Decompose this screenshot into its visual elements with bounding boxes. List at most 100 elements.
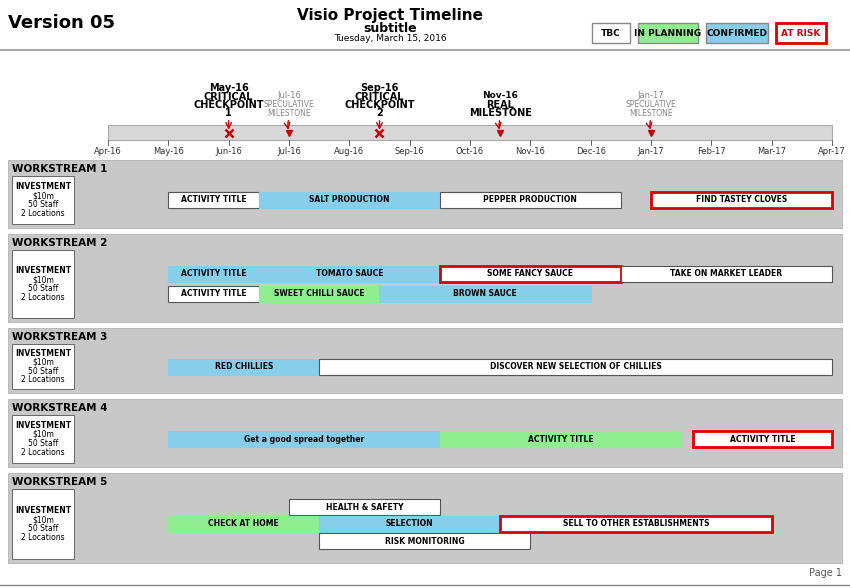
Text: INVESTMENT: INVESTMENT <box>15 266 71 275</box>
Bar <box>592 23 630 43</box>
Text: $10m: $10m <box>32 515 54 524</box>
Text: 2 Locations: 2 Locations <box>21 533 65 542</box>
Text: CRITICAL: CRITICAL <box>354 92 405 102</box>
Text: 50 Staff: 50 Staff <box>28 439 58 448</box>
Text: Tuesday, March 15, 2016: Tuesday, March 15, 2016 <box>334 34 446 43</box>
Text: SWEET CHILLI SAUCE: SWEET CHILLI SAUCE <box>274 289 365 299</box>
Text: ACTIVITY TITLE: ACTIVITY TITLE <box>730 435 796 443</box>
Text: Nov-16: Nov-16 <box>515 147 545 156</box>
Bar <box>168 516 319 532</box>
Text: INVESTMENT: INVESTMENT <box>15 182 71 191</box>
Text: ACTIVITY TITLE: ACTIVITY TITLE <box>528 435 593 443</box>
Text: CRITICAL: CRITICAL <box>204 92 253 102</box>
Bar <box>379 286 591 302</box>
Bar <box>319 533 530 549</box>
Bar <box>108 125 832 140</box>
Text: May-16: May-16 <box>209 83 248 93</box>
Text: AT RISK: AT RISK <box>781 28 821 38</box>
Text: SPECULATIVE: SPECULATIVE <box>264 100 314 109</box>
Text: ACTIVITY TITLE: ACTIVITY TITLE <box>181 269 246 279</box>
Bar <box>12 489 74 559</box>
Text: 2 Locations: 2 Locations <box>21 293 65 302</box>
Bar <box>12 250 74 318</box>
Text: May-16: May-16 <box>153 147 184 156</box>
Bar <box>168 359 319 375</box>
Bar <box>8 473 842 563</box>
Text: SELECTION: SELECTION <box>386 520 434 529</box>
Text: MILESTONE: MILESTONE <box>629 109 673 118</box>
Text: Sep-16: Sep-16 <box>395 147 424 156</box>
Text: Dec-16: Dec-16 <box>575 147 606 156</box>
Bar <box>439 192 620 208</box>
Text: ACTIVITY TITLE: ACTIVITY TITLE <box>181 195 246 205</box>
Text: Feb-17: Feb-17 <box>697 147 726 156</box>
Bar <box>8 399 842 467</box>
Text: subtitle: subtitle <box>363 22 416 35</box>
Text: $10m: $10m <box>32 430 54 439</box>
Bar <box>259 192 439 208</box>
Text: Jan-17: Jan-17 <box>638 147 665 156</box>
Text: WORKSTREAM 3: WORKSTREAM 3 <box>12 332 107 342</box>
Bar <box>12 415 74 463</box>
Text: TBC: TBC <box>601 28 620 38</box>
Bar <box>439 431 681 447</box>
Text: 2 Locations: 2 Locations <box>21 448 65 457</box>
Text: SELL TO OTHER ESTABLISHMENTS: SELL TO OTHER ESTABLISHMENTS <box>563 520 709 529</box>
Text: Visio Project Timeline: Visio Project Timeline <box>297 8 483 23</box>
Text: FIND TASTEY CLOVES: FIND TASTEY CLOVES <box>696 195 787 205</box>
Text: $10m: $10m <box>32 275 54 284</box>
Text: 50 Staff: 50 Staff <box>28 200 58 209</box>
Bar <box>289 499 439 515</box>
Text: WORKSTREAM 1: WORKSTREAM 1 <box>12 164 107 174</box>
Text: HEALTH & SAFETY: HEALTH & SAFETY <box>326 503 403 512</box>
Text: 1: 1 <box>225 109 232 119</box>
Text: 2 Locations: 2 Locations <box>21 209 65 218</box>
Text: SOME FANCY SAUCE: SOME FANCY SAUCE <box>487 269 574 279</box>
Bar <box>168 192 259 208</box>
Bar <box>168 431 439 447</box>
Bar <box>8 328 842 393</box>
Text: Apr-16: Apr-16 <box>94 147 122 156</box>
Text: REAL: REAL <box>486 100 514 110</box>
Text: Jul-16: Jul-16 <box>277 92 301 101</box>
Text: SALT PRODUCTION: SALT PRODUCTION <box>309 195 389 205</box>
Text: PEPPER PRODUCTION: PEPPER PRODUCTION <box>484 195 577 205</box>
Text: $10m: $10m <box>32 191 54 200</box>
Text: Sep-16: Sep-16 <box>360 83 399 93</box>
Text: 50 Staff: 50 Staff <box>28 524 58 533</box>
Text: WORKSTREAM 2: WORKSTREAM 2 <box>12 238 107 248</box>
Text: INVESTMENT: INVESTMENT <box>15 349 71 358</box>
Text: WORKSTREAM 5: WORKSTREAM 5 <box>12 477 107 487</box>
Text: INVESTMENT: INVESTMENT <box>15 421 71 430</box>
Bar <box>12 344 74 389</box>
Text: Jul-16: Jul-16 <box>277 147 301 156</box>
Text: IN PLANNING: IN PLANNING <box>634 28 701 38</box>
Text: 2 Locations: 2 Locations <box>21 376 65 385</box>
Bar <box>8 160 842 228</box>
Bar <box>12 176 74 224</box>
Text: $10m: $10m <box>32 358 54 366</box>
Text: INVESTMENT: INVESTMENT <box>15 506 71 515</box>
Text: CHECKPOINT: CHECKPOINT <box>194 100 264 110</box>
Text: 2: 2 <box>376 109 382 119</box>
Text: Page 1: Page 1 <box>809 568 842 578</box>
Text: TOMATO SAUCE: TOMATO SAUCE <box>315 269 383 279</box>
Bar <box>259 286 379 302</box>
Text: BROWN SAUCE: BROWN SAUCE <box>453 289 517 299</box>
Text: Apr-17: Apr-17 <box>818 147 846 156</box>
Text: Jun-16: Jun-16 <box>215 147 242 156</box>
Text: SPECULATIVE: SPECULATIVE <box>626 100 677 109</box>
Text: MILESTONE: MILESTONE <box>267 109 311 118</box>
Text: CONFIRMED: CONFIRMED <box>706 28 768 38</box>
Text: Jan-17: Jan-17 <box>638 92 665 101</box>
Bar <box>500 516 772 532</box>
Bar <box>651 192 832 208</box>
Text: Nov-16: Nov-16 <box>482 92 518 101</box>
Bar <box>694 431 832 447</box>
Text: 50 Staff: 50 Staff <box>28 366 58 376</box>
Text: Mar-17: Mar-17 <box>757 147 786 156</box>
Text: MILESTONE: MILESTONE <box>468 109 531 119</box>
Bar <box>319 516 500 532</box>
Text: CHECK AT HOME: CHECK AT HOME <box>208 520 279 529</box>
Bar <box>8 234 842 322</box>
